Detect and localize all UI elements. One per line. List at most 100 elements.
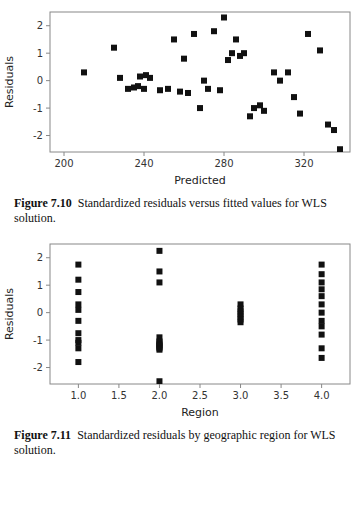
point xyxy=(319,279,325,285)
point xyxy=(191,31,197,37)
y-tick-label: 1 xyxy=(37,48,43,59)
point xyxy=(117,75,123,81)
x-tick xyxy=(304,152,305,156)
point xyxy=(156,347,162,353)
plot-frame xyxy=(50,12,350,152)
point xyxy=(261,108,267,114)
y-tick-label: -2 xyxy=(33,362,43,373)
y-tick-label: 2 xyxy=(37,252,43,263)
point xyxy=(251,105,257,111)
caption-title: Figure 7.11 xyxy=(14,428,71,442)
points xyxy=(81,14,343,152)
point xyxy=(75,301,81,307)
y-tick-label: 1 xyxy=(37,280,43,291)
point xyxy=(297,111,303,117)
x-tick-label: 2.0 xyxy=(152,390,168,401)
y-tick xyxy=(46,367,50,368)
chart: 200240280320-2-1012PredictedResiduals xyxy=(0,0,364,192)
x-tick xyxy=(78,384,79,388)
point xyxy=(147,75,153,81)
plot-frame xyxy=(50,244,350,384)
x-tick xyxy=(281,384,282,388)
point xyxy=(257,102,263,108)
point xyxy=(271,69,277,75)
y-axis-label: Residuals xyxy=(3,288,16,340)
point xyxy=(319,301,325,307)
point xyxy=(75,318,81,324)
y-tick-label: 0 xyxy=(37,75,43,86)
point xyxy=(181,56,187,62)
point xyxy=(319,271,325,277)
y-tick xyxy=(46,257,50,258)
x-tick-label: 1.0 xyxy=(70,390,86,401)
point xyxy=(319,293,325,299)
point xyxy=(157,87,163,93)
point xyxy=(156,279,162,285)
x-tick xyxy=(240,384,241,388)
point xyxy=(201,78,207,84)
points xyxy=(75,248,324,384)
point xyxy=(156,378,162,384)
point xyxy=(211,28,217,34)
point xyxy=(111,45,117,51)
y-tick xyxy=(46,340,50,341)
chart-section: 200240280320-2-1012PredictedResidualsFig… xyxy=(0,0,364,232)
point xyxy=(238,319,244,325)
x-tick xyxy=(118,384,119,388)
point xyxy=(277,78,283,84)
point xyxy=(319,355,325,361)
point xyxy=(165,86,171,92)
y-tick xyxy=(46,53,50,54)
x-axis-label: Predicted xyxy=(174,174,226,187)
point xyxy=(291,94,297,100)
point xyxy=(141,86,147,92)
y-tick xyxy=(46,135,50,136)
y-tick-label: -1 xyxy=(33,335,43,346)
y-tick xyxy=(46,80,50,81)
point xyxy=(325,122,331,128)
point xyxy=(135,83,141,89)
point xyxy=(285,69,291,75)
point xyxy=(241,50,247,56)
point xyxy=(75,289,81,295)
x-tick xyxy=(321,384,322,388)
point xyxy=(247,113,253,119)
y-tick-label: -2 xyxy=(33,130,43,141)
x-tick-label: 280 xyxy=(214,158,233,169)
x-tick-label: 1.5 xyxy=(111,390,127,401)
y-axis-label: Residuals xyxy=(3,56,16,108)
point xyxy=(177,89,183,95)
y-tick xyxy=(46,25,50,26)
x-tick xyxy=(224,152,225,156)
point xyxy=(221,14,227,20)
x-axis-label: Region xyxy=(181,406,219,419)
point xyxy=(75,340,81,346)
x-tick xyxy=(144,152,145,156)
point xyxy=(185,90,191,96)
y-tick-label: 2 xyxy=(37,20,43,31)
point xyxy=(156,268,162,274)
point xyxy=(125,86,131,92)
point xyxy=(319,318,325,324)
point xyxy=(75,330,81,336)
y-tick-label: 0 xyxy=(37,307,43,318)
chart-section: 1.01.52.02.53.03.54.0-2-1012RegionResidu… xyxy=(0,232,364,464)
point xyxy=(75,277,81,283)
x-tick-label: 3.5 xyxy=(273,390,289,401)
point xyxy=(337,146,343,152)
point xyxy=(205,86,211,92)
x-tick xyxy=(64,152,65,156)
point xyxy=(319,286,325,292)
point xyxy=(75,359,81,365)
point xyxy=(319,310,325,316)
x-tick-label: 4.0 xyxy=(314,390,330,401)
x-tick xyxy=(159,384,160,388)
point xyxy=(331,127,337,133)
point xyxy=(137,74,143,80)
point xyxy=(225,57,231,63)
caption: Figure 7.10Standardized residuals versus… xyxy=(14,196,350,232)
axes: 200240280320-2-1012 xyxy=(33,20,314,169)
point xyxy=(319,262,325,268)
y-tick xyxy=(46,285,50,286)
axes: 1.01.52.02.53.03.54.0-2-1012 xyxy=(33,252,330,401)
